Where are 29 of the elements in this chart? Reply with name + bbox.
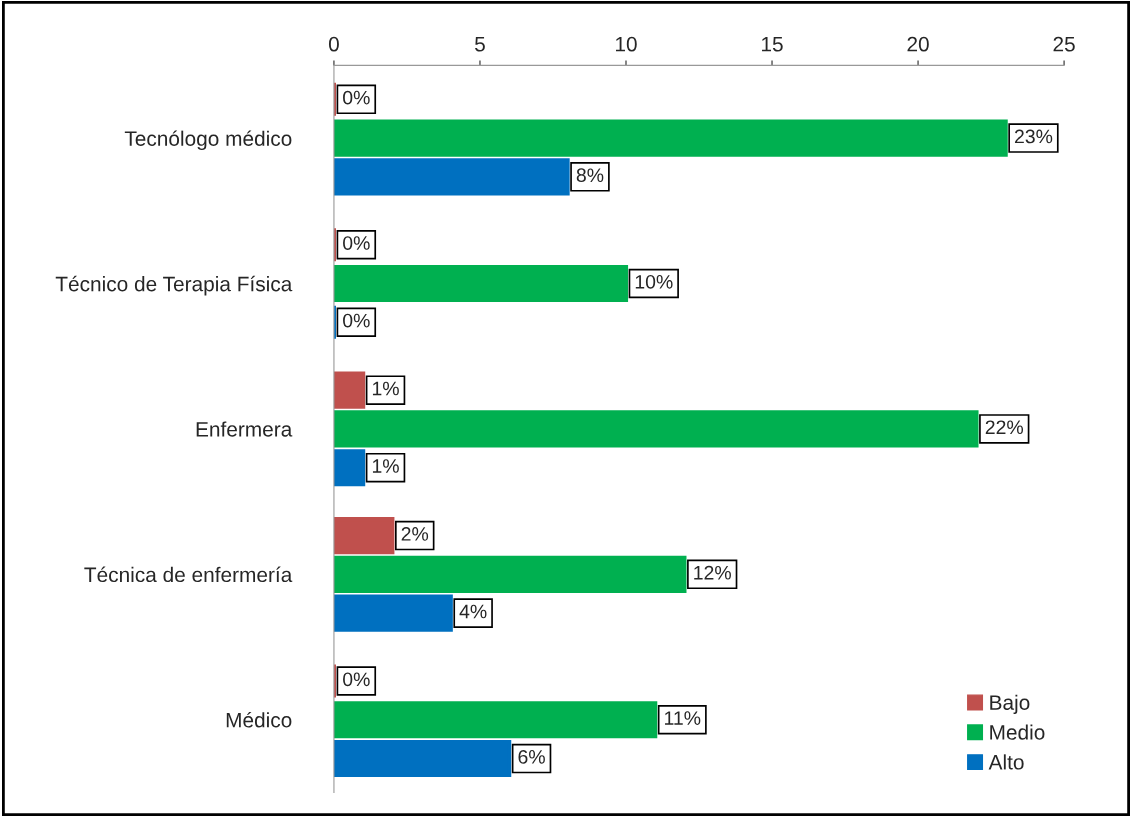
data-label: 8% bbox=[576, 168, 604, 183]
data-label: 1% bbox=[372, 459, 399, 473]
data-label: 23% bbox=[1014, 129, 1053, 144]
data-label: 0% bbox=[343, 90, 370, 105]
legend-label: Alto bbox=[988, 754, 1024, 770]
y-tick-label: Técnica de enfermería bbox=[84, 566, 293, 583]
y-tick-label: Técnico de Terapia Física bbox=[55, 275, 293, 296]
data-label: 2% bbox=[401, 527, 429, 541]
data-label: 1% bbox=[372, 381, 399, 396]
data-label: 22% bbox=[985, 420, 1024, 435]
x-tick-label: 20 bbox=[907, 36, 929, 52]
data-label: 6% bbox=[518, 750, 545, 764]
legend-label: Bajo bbox=[990, 694, 1030, 715]
y-tick-label: Médico bbox=[226, 711, 292, 728]
data-label: 12% bbox=[694, 565, 731, 580]
y-tick-label: Tecnólogo médico bbox=[124, 130, 292, 151]
data-label: 0% bbox=[343, 236, 370, 250]
data-label: 10% bbox=[635, 274, 673, 289]
x-tick-label: 25 bbox=[1053, 36, 1075, 52]
x-tick-label: 0 bbox=[328, 36, 339, 52]
x-tick-label: 10 bbox=[616, 36, 637, 52]
x-tick-label: 15 bbox=[762, 36, 783, 52]
legend-label: Medio bbox=[990, 724, 1045, 740]
data-label: 0% bbox=[343, 313, 370, 328]
data-label: 0% bbox=[343, 672, 370, 687]
y-tick-label: Enfermera bbox=[196, 421, 293, 437]
data-label: 11% bbox=[665, 711, 701, 725]
x-tick-label: 5 bbox=[475, 36, 485, 52]
data-label: 4% bbox=[459, 604, 487, 619]
